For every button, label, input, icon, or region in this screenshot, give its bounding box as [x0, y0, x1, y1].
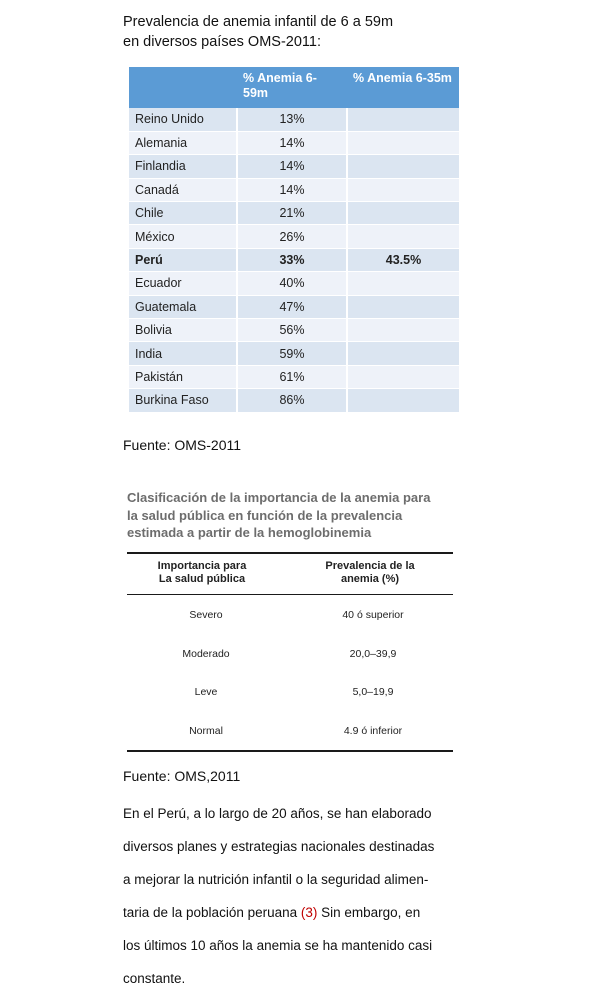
table-row: Guatemala 47% — [129, 295, 459, 320]
header-prevalence-line-2: anemia (%) — [340, 573, 400, 585]
classification-header-prevalence: Prevalencia de la anemia (%) — [300, 560, 440, 586]
paragraph-line-1: En el Perú, a lo largo de 20 años, se ha… — [123, 806, 432, 821]
anemia-6-35m-cell — [346, 154, 459, 179]
country-cell: Chile — [129, 201, 237, 226]
source-note-1: Fuente: OMS-2011 — [123, 437, 242, 453]
country-cell: Perú — [129, 248, 237, 273]
country-cell: Reino Unido — [129, 108, 237, 132]
table-row: Perú 33% 43.5% — [129, 248, 459, 273]
anemia-prevalence-table: % Anemia 6-59m % Anemia 6-35m Reino Unid… — [129, 67, 459, 413]
classification-importance: Normal — [189, 725, 223, 737]
anemia-6-35m-cell — [346, 131, 459, 156]
table-row: Alemania 14% — [129, 131, 459, 156]
country-cell: Burkina Faso — [129, 388, 237, 413]
paragraph-line-2: diversos planes y estrategias nacionales… — [123, 839, 435, 854]
intro-title-line-2: en diversos países OMS-2011: — [123, 34, 321, 50]
anemia-6-59m-cell: 59% — [236, 341, 347, 366]
classification-title-line-2: la salud pública en función de la preval… — [127, 507, 403, 523]
anemia-6-59m-cell: 14% — [236, 178, 347, 203]
anemia-6-59m-cell: 61% — [236, 365, 347, 390]
country-cell: México — [129, 224, 237, 249]
anemia-6-35m-cell — [346, 271, 459, 296]
paragraph-line-6: constante. — [123, 971, 186, 986]
anemia-6-59m-cell: 13% — [236, 108, 347, 132]
anemia-6-35m-cell — [346, 388, 459, 413]
country-cell: Ecuador — [129, 271, 237, 296]
anemia-6-59m-cell: 14% — [236, 154, 347, 179]
classification-prevalence: 20,0–39,9 — [349, 648, 397, 660]
paragraph-line-3: a mejorar la nutrición infantil o la seg… — [123, 872, 429, 887]
paragraph-line-5: los últimos 10 años la anemia se ha mant… — [123, 938, 433, 953]
country-cell: India — [129, 341, 237, 366]
anemia-6-59m-cell: 33% — [236, 248, 347, 273]
anemia-6-59m-cell: 26% — [236, 224, 347, 249]
country-cell: Canadá — [129, 178, 237, 203]
intro-title: Prevalencia de anemia infantil de 6 a 59… — [123, 12, 393, 52]
source-note-2: Fuente: OMS,2011 — [123, 768, 241, 784]
anemia-6-59m-cell: 56% — [236, 318, 347, 343]
header-anemia-6-59m: % Anemia 6-59m — [237, 67, 347, 108]
paragraph-line-4: taria de la población peruana (3) Sin em… — [123, 896, 483, 929]
country-cell: Alemania — [129, 131, 237, 156]
anemia-6-35m-cell — [346, 201, 459, 226]
table-header-row: % Anemia 6-59m % Anemia 6-35m — [129, 67, 459, 108]
anemia-6-59m-cell: 21% — [236, 201, 347, 226]
table-row: Canadá 14% — [129, 178, 459, 203]
classification-title-line-1: Clasificación de la importancia de la an… — [127, 490, 431, 505]
table-row: India 59% — [129, 341, 459, 366]
classification-title-line-3: estimada a partir de la hemoglobinemia — [127, 525, 372, 540]
table-row: Finlandia 14% — [129, 154, 459, 179]
header-importance-line-2: La salud pública — [158, 573, 246, 585]
classification-bottom-rule — [127, 750, 453, 752]
paragraph-line-4-start: taria de la población peruana — [123, 905, 301, 920]
anemia-6-59m-cell: 40% — [236, 271, 347, 296]
anemia-6-59m-cell: 86% — [236, 388, 347, 413]
anemia-6-35m-cell — [346, 224, 459, 249]
country-cell: Guatemala — [129, 295, 237, 320]
anemia-6-35m-cell — [346, 295, 459, 320]
classification-prevalence: 4.9 ó inferior — [343, 725, 403, 737]
classification-importance: Moderado — [182, 648, 230, 660]
paragraph-line-4-end: Sin embargo, en — [317, 905, 421, 920]
intro-title-line-1: Prevalencia de anemia infantil de 6 a 59… — [123, 14, 394, 30]
classification-prevalence: 40 ó superior — [342, 609, 404, 621]
anemia-6-35m-cell — [346, 341, 459, 366]
anemia-6-59m-cell: 14% — [236, 131, 347, 156]
table-row: Reino Unido 13% — [129, 108, 459, 132]
table-row: México 26% — [129, 224, 459, 249]
country-cell: Bolivia — [129, 318, 237, 343]
classification-title: Clasificación de la importancia de la an… — [127, 489, 457, 542]
citation-reference: (3) — [300, 905, 318, 920]
header-anemia-6-35m: % Anemia 6-35m — [347, 67, 459, 108]
classification-importance: Leve — [194, 686, 218, 698]
table-row: Burkina Faso 86% — [129, 388, 459, 413]
classification-importance: Severo — [189, 609, 223, 621]
classification-top-rule — [127, 552, 453, 554]
country-cell: Pakistán — [129, 365, 237, 390]
table-row: Pakistán 61% — [129, 365, 459, 390]
anemia-6-35m-cell — [346, 178, 459, 203]
country-cell: Finlandia — [129, 154, 237, 179]
anemia-6-35m-cell — [346, 108, 459, 132]
classification-header-importance: Importancia para La salud pública — [146, 560, 258, 586]
classification-prevalence: 5,0–19,9 — [352, 686, 394, 698]
table-row: Chile 21% — [129, 201, 459, 226]
table-row: Ecuador 40% — [129, 271, 459, 296]
header-country — [129, 67, 237, 108]
header-prevalence-line-1: Prevalencia de la — [325, 560, 415, 572]
header-importance-line-1: Importancia para — [157, 560, 247, 572]
anemia-6-35m-cell — [346, 365, 459, 390]
anemia-6-35m-cell: 43.5% — [346, 248, 459, 273]
anemia-6-59m-cell: 47% — [236, 295, 347, 320]
classification-header-rule — [127, 594, 453, 595]
anemia-6-35m-cell — [346, 318, 459, 343]
table-row: Bolivia 56% — [129, 318, 459, 343]
body-paragraph: En el Perú, a lo largo de 20 años, se ha… — [123, 797, 483, 995]
